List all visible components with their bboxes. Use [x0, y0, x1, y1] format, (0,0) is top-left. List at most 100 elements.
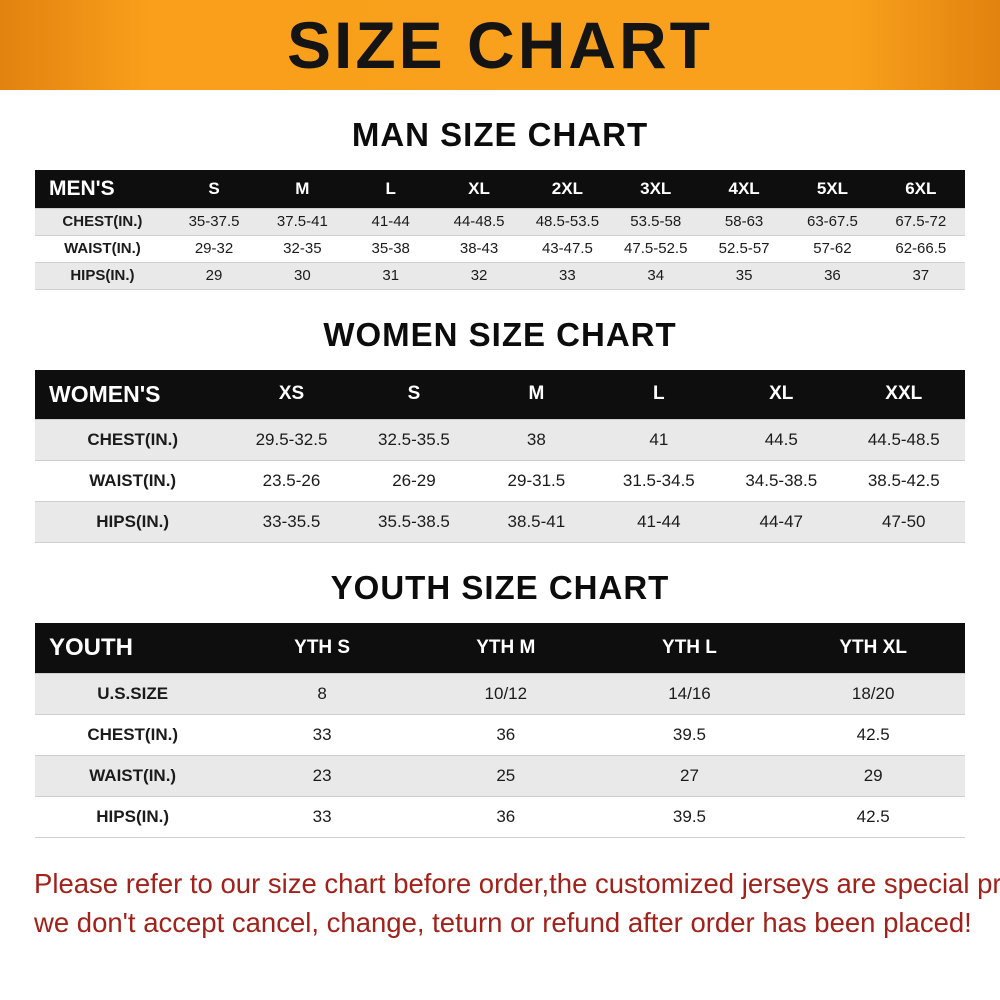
size-column-header: L: [597, 369, 721, 420]
footer-notice: Please refer to our size chart before or…: [34, 864, 1000, 944]
table-cell: 48.5-53.5: [535, 213, 600, 230]
table-cell: 42.5: [856, 724, 890, 744]
table-cell: 29: [863, 765, 883, 785]
table-row: HIPS(IN.) 33 36 39.5 42.5: [35, 796, 965, 837]
table-cell: 47.5-52.5: [624, 240, 688, 257]
size-column-header: M: [258, 170, 347, 208]
size-column-header: XL: [720, 369, 843, 420]
size-column-header: YTH S: [230, 623, 414, 673]
table-cell: 58-63: [724, 213, 764, 230]
table-cell: 31: [382, 267, 400, 284]
table-header-row: WOMEN'S XS S M L XL XXL: [35, 369, 965, 420]
table-cell: 23.5-26: [262, 471, 321, 490]
table-cell: 29-32: [194, 240, 234, 257]
table-cell: 8: [317, 683, 327, 703]
size-column-header: YTH M: [413, 623, 598, 673]
table-cell: 37.5-41: [276, 213, 328, 230]
notice-line-2: we don't accept cancel, change, teturn o…: [34, 907, 972, 939]
table-header-row: YOUTH YTH S YTH M YTH L YTH XL: [35, 623, 965, 673]
table-cell: 38: [526, 430, 546, 449]
table-cell: 32-35: [283, 240, 322, 257]
table-cell: 10/12: [484, 683, 528, 703]
size-column-header: 5XL: [788, 170, 877, 208]
table-corner-label: MEN'S: [35, 170, 170, 208]
table-cell: 41-44: [371, 213, 410, 230]
size-column-header: 4XL: [699, 170, 789, 208]
table-row: HIPS(IN.) 29 30 31 32 33 34 35 36 37: [35, 262, 965, 289]
table-cell: 32: [470, 267, 488, 284]
table-cell: 52.5-57: [718, 240, 770, 257]
table-cell: 36: [824, 267, 841, 284]
table-cell: 39.5: [672, 724, 707, 744]
table-cell: 62-66.5: [895, 240, 947, 257]
women-size-table: WOMEN'S XS S M L XL XXL CHEST(IN.) 29.5-32.5 32.5…: [35, 369, 965, 544]
table-cell: 26-29: [392, 471, 436, 490]
section-heading-women: WOMEN SIZE CHART: [323, 315, 677, 353]
banner: SIZE CHART: [0, 0, 1000, 90]
table-row: CHEST(IN.) 29.5-32.5 32.5-35.5 38 41 44.5 44.5…: [35, 419, 965, 461]
table-cell: 27: [680, 765, 699, 785]
row-label: HIPS(IN.): [96, 512, 170, 531]
table-cell: 44.5-48.5: [867, 430, 940, 449]
table-cell: 67.5-72: [895, 213, 947, 230]
size-column-header: 6XL: [876, 170, 965, 208]
table-cell: 37: [912, 267, 930, 284]
table-cell: 38.5-42.5: [867, 471, 940, 490]
row-label: WAIST(IN.): [89, 765, 177, 785]
table-cell: 44.5: [764, 430, 798, 449]
size-column-header: 3XL: [611, 170, 700, 208]
table-corner-label: WOMEN'S: [35, 369, 231, 420]
table-cell: 23: [312, 765, 332, 785]
table-cell: 29.5-32.5: [255, 430, 328, 449]
table-cell: 30: [294, 267, 311, 284]
table-cell: 38-43: [459, 240, 499, 257]
table-row: U.S.SIZE 8 10/12 14/16 18/20: [35, 673, 965, 714]
table-cell: 31.5-34.5: [622, 471, 695, 490]
table-row: HIPS(IN.) 33-35.5 35.5-38.5 38.5-41 41-44 44-…: [35, 501, 965, 543]
table-cell: 33-35.5: [262, 512, 321, 531]
table-corner-label: YOUTH: [35, 623, 231, 673]
table-cell: 14/16: [668, 683, 711, 703]
table-cell: 36: [496, 724, 516, 744]
table-row: CHEST(IN.) 33 36 39.5 42.5: [35, 714, 965, 755]
table-cell: 29-31.5: [507, 471, 566, 490]
table-cell: 41: [649, 430, 669, 449]
row-label: HIPS(IN.): [96, 806, 170, 826]
table-cell: 29: [205, 267, 223, 284]
table-cell: 63-67.5: [806, 213, 858, 230]
table-cell: 33: [312, 724, 332, 744]
table-cell: 53.5-58: [630, 213, 682, 230]
table-cell: 25: [496, 765, 516, 785]
youth-size-table: YOUTH YTH S YTH M YTH L YTH XL U.S.SIZE 8 10/12…: [35, 623, 965, 838]
size-column-header: S: [169, 170, 259, 208]
table-cell: 43-47.5: [541, 240, 593, 257]
row-label: U.S.SIZE: [97, 683, 169, 703]
page-title: SIZE CHART: [287, 8, 713, 82]
size-column-header: 2XL: [523, 170, 612, 208]
row-label: HIPS(IN.): [70, 267, 135, 284]
table-cell: 41-44: [637, 512, 681, 531]
table-cell: 38.5-41: [507, 512, 566, 531]
table-row: CHEST(IN.) 35-37.5 37.5-41 41-44 44-48.5 48.5…: [35, 208, 965, 235]
row-label: WAIST(IN.): [64, 240, 141, 257]
table-cell: 33: [559, 267, 576, 284]
table-cell: 42.5: [856, 806, 890, 826]
table-cell: 35.5-38.5: [378, 512, 450, 531]
table-cell: 35-38: [371, 240, 410, 257]
table-cell: 34: [647, 267, 665, 284]
table-cell: 39.5: [672, 806, 707, 826]
men-size-table: MEN'S S M L XL 2XL 3XL 4XL 5XL 6XL CHEST(IN.) 35-37…: [35, 170, 965, 290]
row-label: CHEST(IN.): [87, 430, 178, 449]
table-cell: 47-50: [882, 512, 926, 531]
row-label: CHEST(IN.): [87, 724, 178, 744]
size-column-header: S: [352, 369, 476, 420]
section-heading-men: MAN SIZE CHART: [351, 116, 649, 153]
size-column-header: YTH XL: [781, 623, 965, 673]
size-column-header: XS: [230, 369, 353, 420]
table-cell: 44-48.5: [453, 213, 505, 230]
section-heading-youth: YOUTH SIZE CHART: [330, 569, 670, 606]
notice-line-1: Please refer to our size chart before or…: [34, 867, 1000, 899]
size-chart-sections: MAN SIZE CHART MEN'S S M L XL 2XL 3XL 4XL 5XL 6XL C…: [0, 116, 1000, 838]
table-cell: 36: [496, 806, 516, 826]
table-cell: 44-47: [759, 512, 803, 531]
